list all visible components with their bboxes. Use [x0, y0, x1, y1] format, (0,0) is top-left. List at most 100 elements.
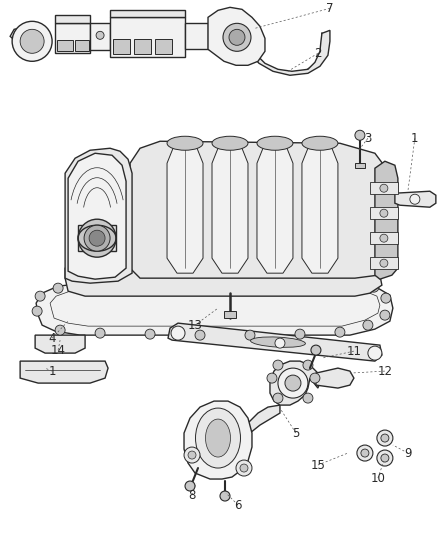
- Text: 14: 14: [51, 344, 66, 357]
- Circle shape: [303, 360, 313, 370]
- Ellipse shape: [205, 419, 230, 457]
- Polygon shape: [20, 361, 108, 383]
- Polygon shape: [355, 163, 365, 168]
- Ellipse shape: [84, 225, 110, 251]
- Ellipse shape: [278, 368, 308, 398]
- Circle shape: [12, 21, 52, 61]
- Polygon shape: [35, 335, 85, 353]
- Ellipse shape: [251, 337, 305, 348]
- Circle shape: [275, 338, 285, 348]
- Ellipse shape: [285, 375, 301, 391]
- Polygon shape: [113, 39, 130, 54]
- Circle shape: [380, 310, 390, 320]
- Polygon shape: [75, 41, 89, 51]
- Circle shape: [273, 360, 283, 370]
- Circle shape: [53, 283, 63, 293]
- Polygon shape: [90, 23, 110, 50]
- Polygon shape: [316, 368, 354, 388]
- Polygon shape: [57, 41, 73, 51]
- Polygon shape: [395, 191, 436, 207]
- Circle shape: [185, 279, 195, 289]
- Circle shape: [32, 306, 42, 316]
- Circle shape: [361, 449, 369, 457]
- Circle shape: [377, 430, 393, 446]
- Circle shape: [381, 434, 389, 442]
- Circle shape: [410, 194, 420, 204]
- Polygon shape: [224, 311, 236, 318]
- Circle shape: [95, 328, 105, 338]
- Text: 13: 13: [187, 319, 202, 332]
- Ellipse shape: [89, 230, 105, 246]
- Text: 15: 15: [311, 458, 325, 472]
- Polygon shape: [248, 30, 330, 75]
- Circle shape: [220, 491, 230, 501]
- Text: 5: 5: [292, 426, 300, 440]
- Circle shape: [377, 450, 393, 466]
- Circle shape: [369, 282, 379, 292]
- Polygon shape: [36, 283, 393, 335]
- Circle shape: [20, 29, 44, 53]
- Polygon shape: [110, 18, 185, 58]
- Polygon shape: [10, 26, 50, 45]
- Ellipse shape: [229, 29, 245, 45]
- Polygon shape: [167, 143, 203, 273]
- Text: 7: 7: [326, 2, 334, 15]
- Polygon shape: [257, 143, 293, 273]
- Polygon shape: [270, 361, 320, 405]
- Circle shape: [55, 325, 65, 335]
- Polygon shape: [78, 225, 116, 251]
- Polygon shape: [168, 323, 382, 361]
- Circle shape: [135, 279, 145, 289]
- Polygon shape: [110, 10, 185, 18]
- Polygon shape: [370, 182, 398, 194]
- Circle shape: [184, 447, 200, 463]
- Ellipse shape: [257, 136, 293, 150]
- Text: 2: 2: [314, 47, 321, 60]
- Circle shape: [357, 445, 373, 461]
- Circle shape: [245, 330, 255, 340]
- Ellipse shape: [302, 136, 338, 150]
- Circle shape: [380, 259, 388, 267]
- Polygon shape: [65, 258, 382, 296]
- Text: 6: 6: [234, 498, 242, 512]
- Circle shape: [145, 329, 155, 339]
- Circle shape: [236, 460, 252, 476]
- Circle shape: [171, 326, 185, 340]
- Polygon shape: [208, 7, 265, 66]
- Circle shape: [195, 330, 205, 340]
- Circle shape: [380, 234, 388, 242]
- Circle shape: [35, 291, 45, 301]
- Text: 1: 1: [48, 365, 56, 377]
- Text: 4: 4: [48, 332, 56, 345]
- Ellipse shape: [167, 136, 203, 150]
- Circle shape: [96, 31, 104, 39]
- Polygon shape: [375, 161, 398, 279]
- Circle shape: [343, 278, 353, 288]
- Circle shape: [355, 130, 365, 140]
- Polygon shape: [302, 143, 338, 273]
- Circle shape: [185, 481, 195, 491]
- Circle shape: [380, 184, 388, 192]
- Ellipse shape: [212, 136, 248, 150]
- Polygon shape: [55, 23, 90, 53]
- Polygon shape: [130, 141, 392, 278]
- Text: 1: 1: [411, 132, 419, 145]
- Polygon shape: [65, 148, 132, 283]
- Circle shape: [235, 278, 245, 288]
- Polygon shape: [248, 405, 280, 433]
- Circle shape: [363, 320, 373, 330]
- Circle shape: [240, 464, 248, 472]
- Polygon shape: [185, 23, 208, 50]
- Circle shape: [285, 278, 295, 288]
- Polygon shape: [184, 401, 252, 479]
- Circle shape: [311, 345, 321, 355]
- Circle shape: [303, 393, 313, 403]
- Circle shape: [368, 346, 382, 360]
- Circle shape: [267, 373, 277, 383]
- Polygon shape: [68, 154, 126, 279]
- Text: 3: 3: [364, 132, 371, 145]
- Circle shape: [295, 329, 305, 339]
- Polygon shape: [370, 207, 398, 219]
- Circle shape: [335, 327, 345, 337]
- Circle shape: [188, 451, 196, 459]
